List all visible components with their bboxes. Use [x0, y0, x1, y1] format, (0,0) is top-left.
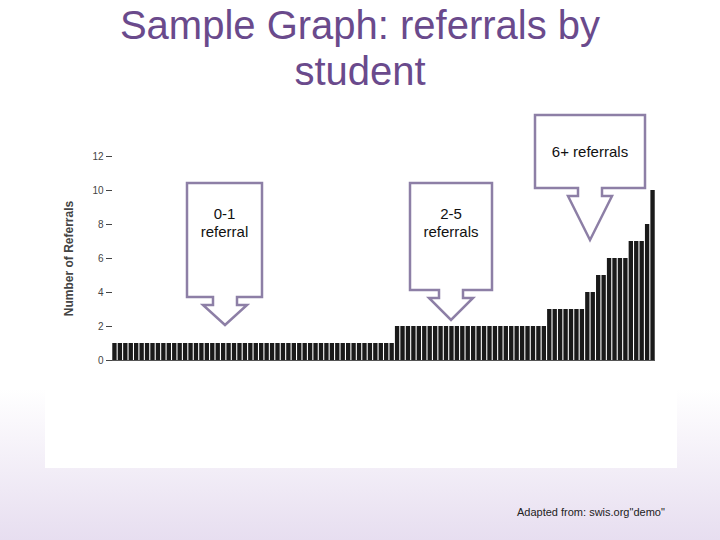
svg-text:12: 12: [92, 151, 104, 162]
svg-text:8: 8: [98, 219, 104, 230]
svg-text:10: 10: [92, 185, 104, 196]
html-text:2-5 referrals: 2-5 referrals: [423, 205, 479, 240]
html-text:Sample Graph: referrals by stu: Sample Graph: referrals by student: [119, 3, 601, 93]
svg-text:4: 4: [98, 287, 104, 298]
svg-text:2: 2: [98, 321, 104, 332]
svg-text:6: 6: [98, 253, 104, 264]
svg-text:0: 0: [98, 355, 104, 366]
svg-text:Number of Referrals: Number of Referrals: [62, 200, 76, 316]
html-text:Adapted from: swis.org"demo": Adapted from: swis.org"demo": [517, 506, 665, 518]
html-text:6+ referrals: 6+ referrals: [551, 143, 629, 160]
html-text:0-1 referral: 0-1 referral: [200, 205, 249, 240]
